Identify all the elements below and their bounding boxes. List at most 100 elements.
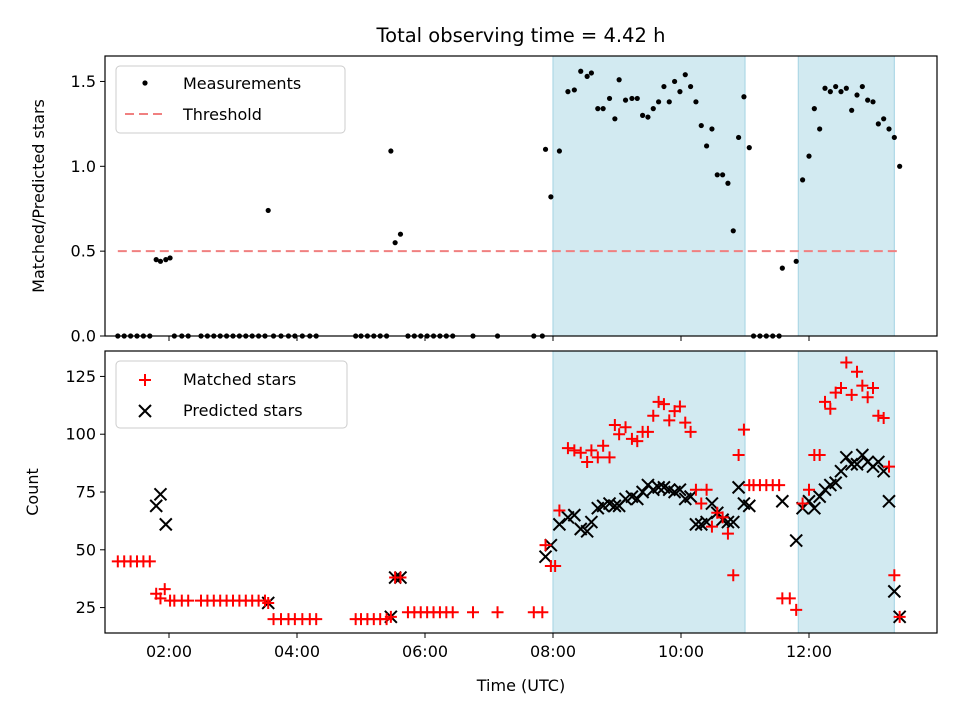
predicted-star-point [828,476,843,490]
measurement-point [542,146,549,152]
matched-star-point [803,483,815,496]
y-tick-label: 0.5 [71,242,96,261]
matched-star-point [819,395,831,408]
top-legend-box [115,65,346,134]
predicted-star-point [839,450,854,465]
bottom-panel: 25 50 75 100 125 02:00 04:00 06:00 08:00 10:00 12… [23,350,938,695]
predicted-star-point [855,448,870,462]
measurement-point [709,126,715,132]
matched-star-points [111,356,906,626]
measurement-point [720,172,726,178]
measurement-point [640,112,646,118]
measurement-point [859,83,865,90]
x-tick-label: 02:00 [146,642,192,661]
predicted-star-point [887,584,902,599]
matched-star-point [561,442,574,455]
highlight-region [553,56,745,336]
top-x-ticks [168,336,810,341]
matched-star-point [539,539,552,552]
legend-measurements-marker [142,80,148,86]
measurement-point [548,194,554,200]
measurement-points [115,68,903,339]
measurement-point [656,99,662,105]
matched-star-point [732,449,745,462]
matched-star-point [154,592,167,605]
measurement-point [746,145,752,151]
measurement-point [806,153,812,159]
measurement-point [650,106,656,112]
predicted-star-point [742,499,756,513]
matched-star-point [835,381,847,394]
matched-star-point [536,606,549,619]
measurement-point [392,240,398,246]
y-tick-label: 50 [76,540,96,559]
x-tick-label: 12:00 [786,642,832,661]
matched-star-point [625,432,638,445]
matched-star-point [773,479,786,492]
predicted-star-point [538,550,553,564]
y-tick-label: 1.5 [71,72,96,91]
matched-star-point [641,425,654,438]
highlight-region [798,56,895,336]
measurement-point [741,94,747,100]
top-axes-frame [104,55,938,337]
matched-star-point [608,418,621,431]
measurement-point [571,87,577,93]
measurement-point [578,68,584,74]
measurement-point [672,78,678,85]
measurement-point [881,116,887,122]
predicted-star-point [882,494,896,508]
measurement-point [666,99,672,105]
measurement-point [629,95,635,102]
matched-star-point [574,446,587,459]
predicted-star-point [789,533,803,548]
bottom-x-ticks: 02:00 04:00 06:00 08:00 10:00 12:00 [146,633,832,661]
measurement-point [736,134,742,141]
matched-star-point [689,483,702,496]
y-tick-label: 125 [65,367,96,386]
measurement-point [163,257,169,263]
matched-star-point [679,416,692,429]
predicted-star-point [552,517,567,532]
bottom-y-axis-label: Count [23,468,42,516]
measurement-point [556,148,563,154]
measurement-point [167,255,173,261]
measurement-point [265,207,271,214]
x-tick-label: 06:00 [402,642,448,661]
matched-star-point [310,613,323,626]
matched-star-point [394,571,407,584]
matched-star-point [568,444,581,457]
matched-star-point [845,388,858,401]
x-tick-label: 04:00 [274,642,320,661]
predicted-star-point [630,492,644,506]
matched-star-point [684,425,697,438]
measurement-point [865,97,871,103]
matched-star-point [893,610,906,623]
matched-star-point [446,606,459,619]
measurement-point [661,83,667,90]
matched-star-point [883,460,895,473]
measurement-point [612,116,618,122]
measurement-point [897,163,903,169]
predicted-star-point [651,480,666,495]
matched-star-point [867,381,879,394]
predicted-star-point [567,508,582,522]
matched-star-point [824,402,837,415]
matched-star-point [143,555,156,568]
matched-star-point [581,455,594,468]
predicted-star-point [802,494,816,508]
measurement-point [600,106,606,112]
x-axis-label: Time (UTC) [476,676,565,695]
predicted-star-point [584,515,599,529]
measurement-point [157,258,164,264]
matched-star-point [856,379,869,392]
top-legend: Measurements Threshold [115,65,346,134]
predicted-star-point [683,489,698,504]
measurement-point [698,122,704,129]
y-tick-label: 0.0 [71,327,96,346]
legend-measurements-label: Measurements [183,74,301,93]
measurement-point [838,89,844,95]
predicted-star-point [153,487,168,502]
predicted-star-point [775,494,790,508]
predicted-star-point [580,524,594,539]
